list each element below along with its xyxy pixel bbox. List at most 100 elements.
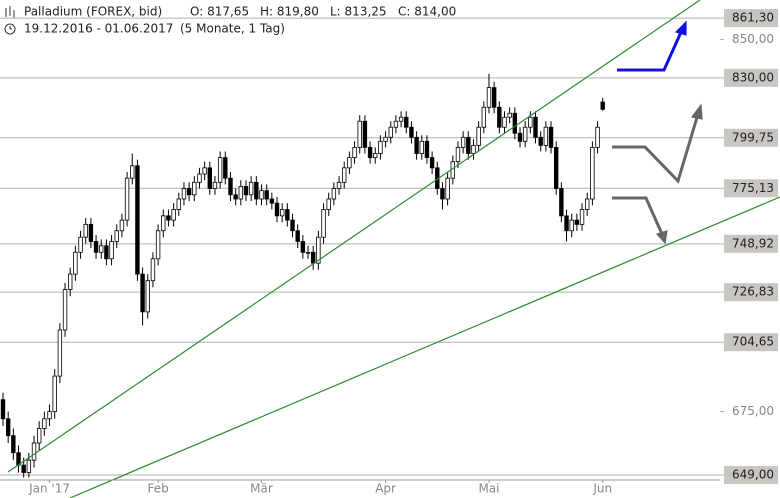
candle-body <box>269 198 275 204</box>
level-label: 704,65 <box>732 335 774 349</box>
candle-body <box>88 223 94 242</box>
candle-body <box>528 116 533 128</box>
candle-body <box>295 230 300 242</box>
candle-body <box>595 126 600 148</box>
candle-body <box>171 209 176 221</box>
candle-body <box>47 411 52 420</box>
level-box <box>724 333 778 352</box>
header-icon <box>4 6 16 35</box>
chart-subtitle: 19.12.2016 - 01.06.2017 <box>24 22 173 36</box>
x-tick-label: Feb <box>147 482 168 496</box>
candle-body <box>305 251 311 254</box>
candle-body <box>590 147 595 200</box>
candle-body <box>331 188 337 200</box>
candle-body <box>564 215 569 232</box>
candle-body <box>212 181 218 189</box>
candle-body <box>471 144 476 154</box>
candle-body <box>21 464 26 473</box>
y-tick-label: 850,00 <box>732 32 774 46</box>
candle-body <box>119 219 125 232</box>
candle-body <box>207 167 212 189</box>
candle-body <box>161 215 166 232</box>
candle-body <box>409 126 414 138</box>
candle-body <box>124 177 130 221</box>
candle-body <box>228 177 233 196</box>
candle-body <box>548 126 554 148</box>
candle-body <box>310 251 316 264</box>
candle-body <box>481 106 487 128</box>
trend-line <box>69 196 780 498</box>
candle-body <box>181 188 187 200</box>
arrowhead <box>674 20 687 36</box>
candle-body <box>26 459 32 473</box>
candle-body <box>460 136 466 148</box>
candle-body <box>512 112 518 134</box>
candle-body <box>259 190 264 200</box>
x-tick-label: Mai <box>478 482 499 496</box>
candle-body <box>150 258 156 282</box>
candle-body <box>347 157 352 169</box>
levels: 850,00 675,00 861,30 830,00 799,75 775,13 748,… <box>0 9 778 485</box>
candle-body <box>176 198 181 210</box>
candle-body <box>398 116 404 122</box>
candle-body <box>274 202 280 217</box>
candle-body <box>579 209 585 225</box>
level-label: 799,75 <box>732 130 774 144</box>
candle-body <box>93 241 99 253</box>
candle-body <box>68 273 73 290</box>
level-label: 649,00 <box>732 468 774 482</box>
level-box <box>724 128 778 147</box>
candle-body <box>186 188 192 196</box>
candle-body <box>336 181 342 189</box>
candle-body <box>243 186 249 196</box>
candle-body <box>445 177 450 200</box>
candle-body <box>502 116 507 128</box>
candle-body <box>424 140 430 158</box>
level-box <box>724 9 778 28</box>
candle-body <box>285 209 290 221</box>
candle-body <box>145 280 150 313</box>
candle-body <box>476 126 481 146</box>
level-label: 726,83 <box>732 285 774 299</box>
candle-body <box>223 157 228 179</box>
candle-body <box>130 165 135 179</box>
ohlc-label: C: 814,00 <box>398 5 456 19</box>
candle-body <box>419 140 424 154</box>
ohlc-label: H: 819,80 <box>260 5 319 19</box>
candle-body <box>11 435 16 454</box>
arrowhead <box>690 103 703 120</box>
candle-body <box>109 241 114 260</box>
candle-body <box>574 219 580 225</box>
candle-body <box>388 126 393 138</box>
candle-body <box>57 329 63 377</box>
candle-body <box>533 116 538 138</box>
candle-body <box>264 190 269 200</box>
arrowhead <box>655 230 668 245</box>
candle-body <box>321 209 326 238</box>
chart-period: (5 Monate, 1 Tag) <box>180 22 285 36</box>
candle-body <box>99 245 104 253</box>
level-label: 830,00 <box>732 70 774 84</box>
candle-body <box>166 215 171 221</box>
arrow <box>612 113 700 184</box>
x-tick-label: Jun <box>592 482 612 496</box>
candle-body <box>73 251 78 275</box>
candle-body <box>238 186 244 200</box>
candle-body <box>326 198 331 210</box>
candle-body <box>569 219 574 232</box>
candle-body <box>202 167 207 175</box>
candle-body <box>507 112 512 118</box>
candle-body <box>553 147 559 189</box>
candle-body <box>78 236 83 253</box>
level-box <box>724 234 778 253</box>
candle-body <box>600 101 605 110</box>
candle-body <box>248 181 254 196</box>
candle-body <box>197 173 202 183</box>
candle-body <box>378 140 383 154</box>
level-label: 748,92 <box>732 236 774 250</box>
candle-body <box>135 165 140 275</box>
candle-body <box>491 87 497 108</box>
level-box <box>724 179 778 198</box>
candle-body <box>383 136 388 142</box>
